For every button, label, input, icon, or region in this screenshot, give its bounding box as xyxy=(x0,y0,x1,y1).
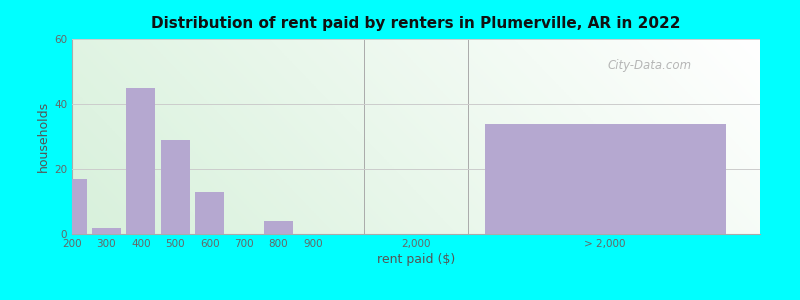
Title: Distribution of rent paid by renters in Plumerville, AR in 2022: Distribution of rent paid by renters in … xyxy=(151,16,681,31)
Bar xyxy=(58,179,86,234)
Bar xyxy=(485,124,726,234)
Bar xyxy=(92,227,121,234)
Bar xyxy=(264,221,293,234)
Bar xyxy=(195,192,224,234)
X-axis label: rent paid ($): rent paid ($) xyxy=(377,253,455,266)
Bar xyxy=(126,88,155,234)
Text: City-Data.com: City-Data.com xyxy=(608,58,692,71)
Bar xyxy=(161,140,190,234)
Y-axis label: households: households xyxy=(37,101,50,172)
